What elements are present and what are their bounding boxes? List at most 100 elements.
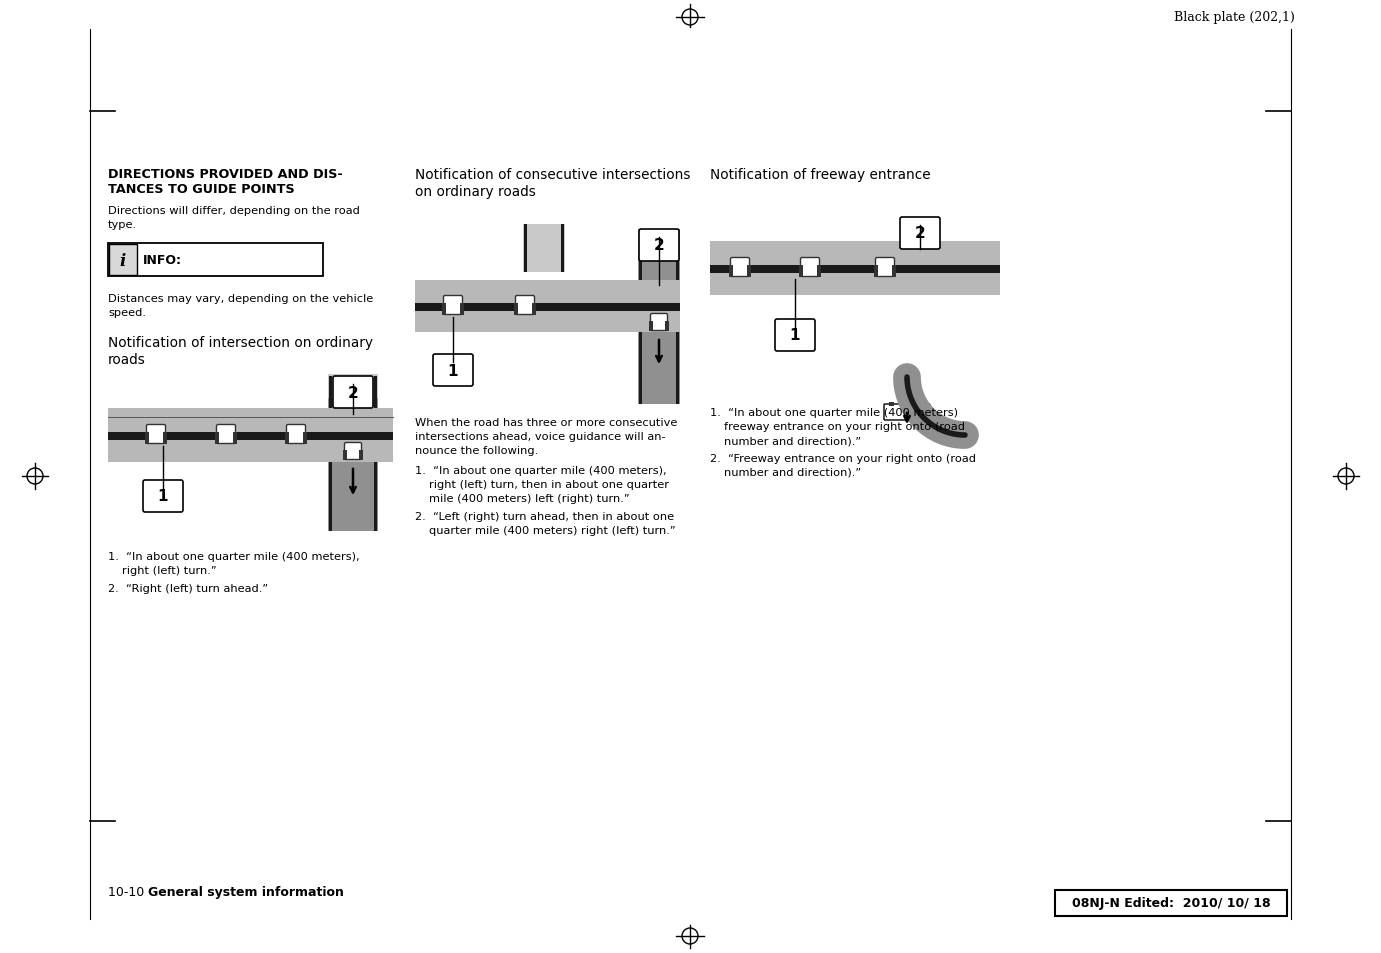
Bar	[145, 433, 149, 444]
Bar	[800, 266, 802, 277]
Text: on ordinary roads: on ordinary roads	[416, 185, 536, 199]
Text: 2: 2	[348, 385, 359, 400]
FancyBboxPatch shape	[900, 218, 940, 250]
Bar	[523, 225, 565, 273]
Text: number and direction).”: number and direction).”	[724, 436, 862, 446]
Text: freeway entrance on your right onto (road: freeway entrance on your right onto (roa…	[724, 421, 965, 432]
Bar	[649, 322, 653, 332]
Text: mile (400 meters) left (right) turn.”: mile (400 meters) left (right) turn.”	[429, 494, 630, 503]
Bar	[442, 304, 446, 315]
Text: Directions will differ, depending on the road: Directions will differ, depending on the…	[108, 206, 360, 215]
Text: TANCES TO GUIDE POINTS: TANCES TO GUIDE POINTS	[108, 183, 294, 195]
FancyBboxPatch shape	[801, 258, 819, 277]
Text: 10-10: 10-10	[108, 885, 152, 899]
Bar	[514, 304, 518, 315]
FancyBboxPatch shape	[144, 480, 184, 513]
Bar	[108, 409, 394, 462]
Text: When the road has three or more consecutive: When the road has three or more consecut…	[416, 417, 677, 428]
FancyBboxPatch shape	[434, 355, 474, 387]
Bar	[108, 433, 394, 440]
Bar	[532, 304, 536, 315]
Bar	[215, 433, 220, 444]
Text: roads: roads	[108, 353, 146, 367]
Text: quarter mile (400 meters) right (left) turn.”: quarter mile (400 meters) right (left) t…	[429, 525, 675, 536]
FancyBboxPatch shape	[333, 376, 373, 409]
FancyBboxPatch shape	[731, 258, 750, 277]
Bar	[416, 304, 679, 312]
Text: 2: 2	[653, 238, 664, 253]
Bar	[233, 433, 238, 444]
Bar	[416, 281, 679, 333]
Text: INFO:: INFO:	[144, 253, 182, 266]
Bar	[918, 402, 924, 407]
FancyBboxPatch shape	[146, 425, 166, 444]
Text: 2: 2	[914, 226, 925, 241]
Text: 2.  “Freeway entrance on your right onto (road: 2. “Freeway entrance on your right onto …	[710, 454, 976, 463]
Bar	[329, 375, 378, 419]
Bar	[892, 266, 896, 277]
FancyBboxPatch shape	[515, 296, 534, 315]
Bar	[329, 398, 378, 532]
FancyBboxPatch shape	[286, 425, 305, 444]
FancyBboxPatch shape	[775, 319, 815, 352]
FancyBboxPatch shape	[108, 244, 323, 276]
FancyBboxPatch shape	[443, 296, 463, 315]
Bar	[818, 266, 820, 277]
Bar	[460, 304, 464, 315]
Bar	[359, 451, 363, 460]
Bar	[638, 230, 679, 405]
Bar	[284, 433, 289, 444]
Text: Notification of freeway entrance: Notification of freeway entrance	[710, 168, 931, 182]
Bar	[909, 402, 914, 407]
Text: DIRECTIONS PROVIDED AND DIS-: DIRECTIONS PROVIDED AND DIS-	[108, 168, 342, 181]
Bar	[747, 266, 751, 277]
Text: 1.  “In about one quarter mile (400 meters): 1. “In about one quarter mile (400 meter…	[710, 408, 958, 417]
Bar	[899, 402, 905, 407]
FancyBboxPatch shape	[639, 230, 679, 262]
Text: intersections ahead, voice guidance will an-: intersections ahead, voice guidance will…	[416, 432, 666, 441]
Bar	[874, 266, 878, 277]
Bar	[729, 266, 733, 277]
FancyBboxPatch shape	[650, 314, 667, 331]
Bar	[889, 402, 894, 407]
Bar	[666, 322, 668, 332]
Text: type.: type.	[108, 220, 137, 230]
Text: number and direction).”: number and direction).”	[724, 468, 862, 477]
Bar	[936, 420, 940, 431]
Text: 1: 1	[790, 328, 800, 343]
Text: nounce the following.: nounce the following.	[416, 446, 539, 456]
Text: 1: 1	[447, 363, 458, 378]
Bar	[710, 266, 1000, 274]
FancyBboxPatch shape	[109, 245, 137, 275]
Text: right (left) turn, then in about one quarter: right (left) turn, then in about one qua…	[429, 479, 668, 490]
Text: speed.: speed.	[108, 308, 146, 317]
FancyBboxPatch shape	[1055, 890, 1287, 916]
Bar	[163, 433, 167, 444]
Bar	[710, 266, 1000, 274]
Text: General system information: General system information	[148, 885, 344, 899]
Bar	[929, 242, 1000, 295]
Text: right (left) turn.”: right (left) turn.”	[122, 565, 217, 576]
Bar	[329, 376, 331, 532]
Text: 1.  “In about one quarter mile (400 meters),: 1. “In about one quarter mile (400 meter…	[416, 465, 667, 476]
Text: Distances may vary, depending on the vehicle: Distances may vary, depending on the veh…	[108, 294, 373, 304]
Text: 2.  “Right (left) turn ahead.”: 2. “Right (left) turn ahead.”	[108, 583, 268, 594]
Text: 2.  “Left (right) turn ahead, then in about one: 2. “Left (right) turn ahead, then in abo…	[416, 512, 674, 521]
Bar	[561, 225, 563, 273]
Bar	[639, 230, 642, 405]
Bar	[677, 230, 679, 405]
Bar	[342, 451, 347, 460]
Bar	[920, 420, 924, 431]
Text: 08NJ-N Edited:  2010/ 10/ 18: 08NJ-N Edited: 2010/ 10/ 18	[1072, 897, 1271, 909]
Bar	[710, 242, 1000, 295]
Text: 1: 1	[157, 489, 168, 504]
Text: Notification of intersection on ordinary: Notification of intersection on ordinary	[108, 335, 373, 350]
Bar	[302, 433, 307, 444]
Bar	[374, 376, 377, 532]
FancyBboxPatch shape	[884, 405, 929, 420]
Text: 1.  “In about one quarter mile (400 meters),: 1. “In about one quarter mile (400 meter…	[108, 552, 359, 561]
Text: Notification of consecutive intersections: Notification of consecutive intersection…	[416, 168, 690, 182]
FancyBboxPatch shape	[217, 425, 236, 444]
FancyBboxPatch shape	[876, 258, 895, 277]
FancyBboxPatch shape	[921, 413, 939, 430]
